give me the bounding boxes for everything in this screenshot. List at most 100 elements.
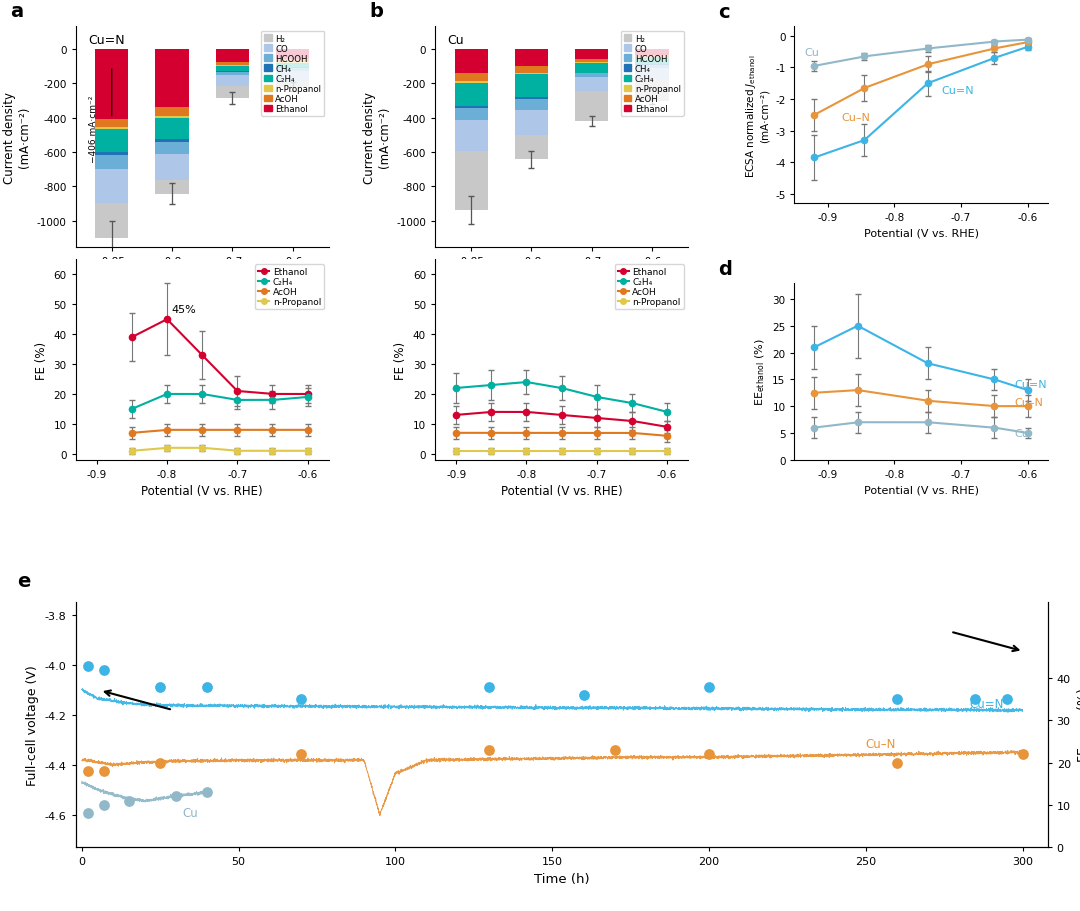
Text: Cu=N: Cu=N: [1014, 380, 1047, 390]
Y-axis label: Full-cell voltage (V): Full-cell voltage (V): [26, 665, 39, 785]
Bar: [455, 152, 488, 210]
Point: [80, 764, 97, 779]
Bar: [455, 50, 488, 74]
X-axis label: Potential (V vs. RHE): Potential (V vs. RHE): [864, 229, 978, 239]
X-axis label: Potential (V vs. RHE): Potential (V vs. RHE): [141, 485, 262, 497]
Bar: [515, 74, 548, 75]
Bar: [276, 60, 309, 63]
Text: e: e: [17, 571, 30, 590]
Bar: [576, 91, 608, 121]
Bar: [156, 155, 189, 180]
Bar: [95, 204, 129, 239]
Bar: [635, 56, 669, 57]
Point: [80, 806, 97, 821]
Y-axis label: Current density
(mA·cm⁻²): Current density (mA·cm⁻²): [3, 91, 31, 183]
Point: [80, 659, 97, 673]
Bar: [276, 82, 309, 87]
Text: Cu: Cu: [448, 34, 464, 47]
Text: d: d: [718, 260, 732, 278]
Point: [199, 680, 216, 694]
Point: [120, 793, 137, 808]
Bar: [576, 64, 608, 74]
Bar: [156, 117, 189, 118]
X-axis label: Potential (V vs. RHE): Potential (V vs. RHE): [864, 485, 978, 495]
Bar: [95, 128, 129, 130]
Legend: Ethanol, C₂H₄, AcOH, n-Propanol: Ethanol, C₂H₄, AcOH, n-Propanol: [255, 264, 324, 310]
Bar: [216, 63, 248, 66]
Point: [889, 692, 906, 707]
Text: Cu–N: Cu–N: [866, 737, 896, 750]
Y-axis label: Current density
(mA·cm⁻²): Current density (mA·cm⁻²): [363, 91, 391, 183]
Text: b: b: [369, 2, 383, 21]
Bar: [216, 67, 248, 72]
Y-axis label: ECSA normalized $J_{\rm ethanol}$
(mA·cm⁻²): ECSA normalized $J_{\rm ethanol}$ (mA·cm…: [744, 54, 770, 178]
Bar: [515, 50, 548, 67]
Point: [167, 789, 185, 804]
Point: [95, 764, 112, 779]
Bar: [635, 50, 669, 56]
Bar: [635, 66, 669, 69]
Point: [151, 755, 168, 770]
Text: Cu=N: Cu=N: [941, 86, 974, 96]
Bar: [515, 137, 548, 160]
Bar: [455, 107, 488, 109]
Bar: [156, 108, 189, 117]
Bar: [455, 84, 488, 107]
Bar: [156, 50, 189, 108]
Bar: [276, 64, 309, 68]
Text: Cu–N: Cu–N: [841, 112, 870, 122]
Bar: [216, 87, 248, 98]
Bar: [95, 130, 129, 152]
Bar: [156, 143, 189, 155]
Point: [700, 747, 717, 762]
Text: 45%: 45%: [172, 304, 197, 314]
Bar: [95, 119, 129, 128]
Bar: [95, 156, 129, 169]
Bar: [576, 77, 608, 91]
Bar: [95, 50, 129, 119]
X-axis label: Potential (V vs. RHE): Potential (V vs. RHE): [501, 485, 622, 497]
Legend: H₂, CO, HCOOH, CH₄, C₂H₄, n-Propanol, AcOH, Ethanol: H₂, CO, HCOOH, CH₄, C₂H₄, n-Propanol, Ac…: [261, 32, 324, 117]
Text: a: a: [10, 2, 23, 21]
Bar: [576, 75, 608, 77]
Text: −406 mA·cm⁻²: −406 mA·cm⁻²: [89, 95, 98, 162]
X-axis label: Time (h): Time (h): [534, 872, 590, 885]
Bar: [515, 75, 548, 97]
Bar: [95, 152, 129, 156]
Bar: [276, 72, 309, 82]
Point: [95, 663, 112, 678]
Bar: [216, 73, 248, 77]
Text: Cu: Cu: [1014, 428, 1029, 438]
Point: [481, 680, 498, 694]
Y-axis label: FE$_{\rm ethanol}$ (%): FE$_{\rm ethanol}$ (%): [1077, 688, 1080, 763]
Bar: [635, 58, 669, 66]
Bar: [515, 97, 548, 100]
Bar: [276, 50, 309, 60]
Bar: [515, 110, 548, 137]
Bar: [455, 82, 488, 84]
Point: [95, 798, 112, 813]
Bar: [576, 60, 608, 63]
Point: [967, 692, 984, 707]
Bar: [216, 50, 248, 63]
Bar: [156, 180, 189, 195]
Y-axis label: EE$_{\rm ethanol}$ (%): EE$_{\rm ethanol}$ (%): [753, 338, 767, 405]
Bar: [156, 118, 189, 139]
Point: [481, 742, 498, 757]
Point: [293, 747, 310, 762]
Y-axis label: FE (%): FE (%): [35, 341, 48, 379]
Bar: [455, 121, 488, 152]
Text: Cu=N: Cu=N: [969, 697, 1003, 710]
Bar: [455, 109, 488, 121]
Point: [575, 688, 592, 702]
Point: [1014, 747, 1031, 762]
Point: [606, 742, 623, 757]
Bar: [635, 69, 669, 79]
Bar: [455, 74, 488, 82]
Point: [998, 692, 1015, 707]
Text: Cu=N: Cu=N: [89, 34, 125, 47]
Bar: [156, 139, 189, 143]
Bar: [95, 169, 129, 204]
Legend: H₂, CO, HCOOH, CH₄, C₂H₄, n-Propanol, AcOH, Ethanol: H₂, CO, HCOOH, CH₄, C₂H₄, n-Propanol, Ac…: [621, 32, 684, 117]
Point: [293, 692, 310, 707]
